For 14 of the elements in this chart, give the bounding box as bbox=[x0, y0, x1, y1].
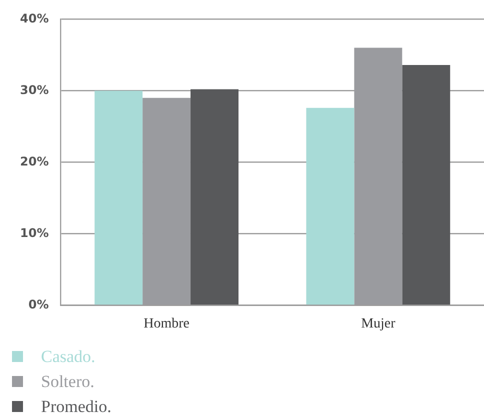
bar bbox=[190, 89, 238, 305]
y-tick-label: 10% bbox=[20, 226, 49, 240]
y-tick-label: 40% bbox=[20, 11, 49, 26]
legend-label: Casado. bbox=[41, 346, 96, 366]
y-tick-label: 20% bbox=[20, 154, 49, 168]
legend-label: Promedio. bbox=[41, 396, 112, 416]
bar bbox=[94, 90, 143, 305]
bar bbox=[306, 108, 354, 305]
x-tick-label: Mujer bbox=[361, 316, 396, 332]
legend-label: Soltero. bbox=[41, 372, 94, 392]
x-tick-label: Hombre bbox=[144, 316, 190, 332]
y-tick-label: 0% bbox=[28, 297, 49, 312]
bar bbox=[402, 64, 450, 305]
y-tick-label: 30% bbox=[20, 82, 49, 97]
